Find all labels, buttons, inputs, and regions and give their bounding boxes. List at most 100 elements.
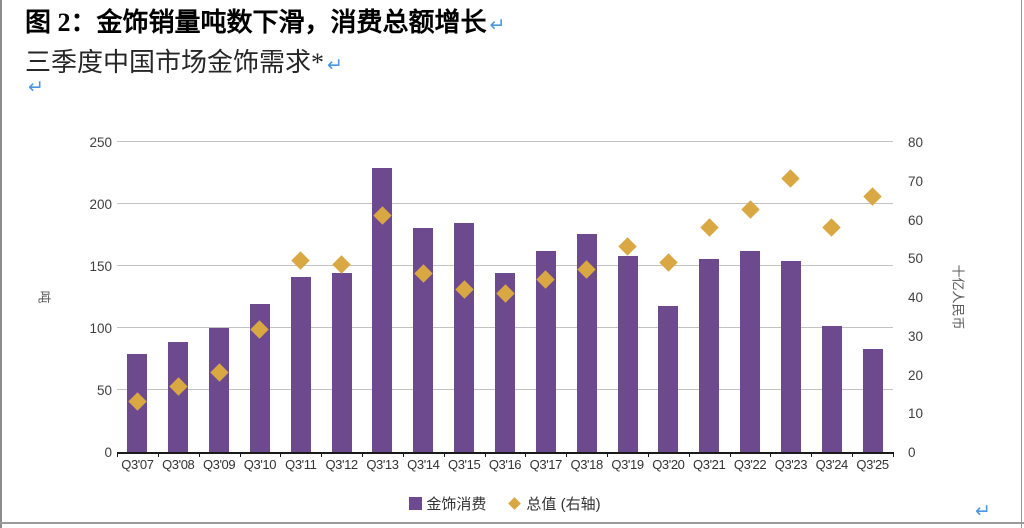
chart-subtitle: 三季度中国市场金饰需求* ↵ (25, 42, 343, 79)
x-axis-tick (117, 452, 118, 457)
x-category-label: Q3'20 (652, 457, 685, 472)
x-axis-tick (893, 452, 894, 457)
gridline (117, 141, 893, 142)
bar (495, 273, 515, 452)
chart-subtitle-text: 三季度中国市场金饰需求* (25, 48, 325, 77)
x-category-label: Q3'10 (243, 457, 277, 472)
left-tick-label: 50 (96, 383, 112, 398)
x-axis-tick (852, 452, 854, 457)
x-category-label: Q3'15 (448, 457, 481, 472)
x-category-label: Q3'18 (570, 457, 604, 472)
x-category-label: Q3'09 (202, 457, 236, 472)
x-axis-tick (402, 452, 404, 457)
x-axis-tick (198, 452, 200, 457)
x-axis-tick (607, 452, 609, 457)
paragraph-mark-icon: ↵ (489, 14, 506, 36)
x-category-label: Q3'23 (774, 457, 808, 472)
page-border-bottom (0, 522, 1024, 524)
x-axis-tick (525, 452, 527, 457)
bar (413, 227, 434, 452)
bar (454, 222, 475, 452)
x-axis-tick (362, 452, 364, 457)
right-tick-label: 40 (908, 290, 924, 305)
x-category-label: Q3'17 (529, 457, 563, 472)
x-category-label: Q3'11 (285, 457, 317, 472)
x-axis-tick (811, 452, 813, 457)
bar-series-swatch-icon (409, 497, 423, 510)
x-axis-tick (729, 452, 731, 457)
bar (821, 325, 842, 452)
bar (699, 258, 720, 452)
bar (168, 341, 189, 452)
x-category-label: Q3'08 (162, 457, 195, 472)
left-axis-tick-labels: 0 50 100 150 200 250 (78, 135, 112, 460)
legend-label-value: 总值 (右轴) (526, 496, 601, 513)
bar (290, 277, 311, 452)
x-axis-tick (647, 452, 649, 457)
diamond-series-swatch-icon (508, 497, 522, 510)
x-category-label: Q3'13 (366, 457, 399, 472)
x-axis-tick (770, 452, 772, 457)
diamond-marker (618, 237, 637, 256)
legend-item-jewellery: 金饰消费 (409, 493, 486, 514)
legend-label-jewellery: 金饰消费 (426, 496, 487, 513)
right-tick-label: 70 (908, 173, 924, 189)
right-tick-label: 0 (908, 445, 916, 460)
left-tick-label: 0 (104, 445, 112, 460)
page-border-left (0, 0, 2, 528)
diamond-marker (291, 250, 310, 270)
bar (617, 256, 638, 452)
x-axis-labels: Q3'07 Q3'08 Q3'09 Q3'10 Q3'11 Q3'12 Q3'13 Q3'14… (117, 457, 893, 475)
bar (249, 304, 270, 452)
diamond-marker (332, 254, 351, 274)
trailing-paragraph: ↵ (972, 500, 991, 522)
bar (658, 305, 679, 452)
x-axis-tick (566, 452, 568, 457)
left-tick-label: 150 (89, 259, 112, 274)
diamond-marker (822, 218, 841, 237)
x-axis-tick (321, 452, 323, 457)
right-tick-label: 10 (908, 406, 924, 422)
bar (862, 349, 883, 452)
x-axis-tick (443, 452, 445, 457)
figure-title: 图 2：金饰销量吨数下滑，消费总额增长 ↵ (25, 2, 505, 39)
left-tick-label: 200 (89, 197, 112, 212)
legend: 金饰消费 总值 (右轴) (117, 493, 893, 514)
page-border-right (1021, 0, 1022, 528)
x-category-label: Q3'12 (325, 457, 358, 472)
x-axis-tick (239, 452, 241, 457)
legend-item-value: 总值 (右轴) (508, 493, 601, 514)
x-category-label: Q3'21 (693, 457, 726, 472)
bar (740, 251, 761, 452)
empty-paragraph: ↵ (25, 76, 44, 98)
x-axis-tick (280, 452, 282, 457)
gridline (117, 203, 893, 204)
right-axis-title: 十亿人民币 (950, 264, 966, 330)
diamond-marker (659, 252, 678, 272)
x-category-label: Q3'24 (815, 457, 849, 472)
left-tick-label: 250 (89, 135, 112, 150)
diamond-marker (700, 218, 719, 237)
right-tick-label: 80 (908, 135, 924, 150)
bar (576, 233, 597, 452)
bar (331, 273, 352, 452)
x-category-label: Q3'14 (407, 457, 440, 472)
x-category-label: Q3'19 (611, 457, 644, 472)
figure-title-text: 图 2：金饰销量吨数下滑，消费总额增长 (25, 8, 487, 37)
left-axis-title: 吨 (36, 290, 52, 304)
x-category-label: Q3'22 (733, 457, 767, 472)
bar (209, 328, 230, 452)
bar (372, 168, 393, 452)
gridline (117, 265, 893, 266)
x-category-label: Q3'07 (121, 457, 154, 472)
left-tick-label: 100 (89, 321, 112, 336)
paragraph-mark-icon: ↵ (28, 76, 44, 98)
x-category-label: Q3'25 (856, 457, 889, 472)
right-tick-label: 30 (908, 328, 924, 344)
right-tick-label: 20 (908, 367, 924, 383)
right-tick-label: 50 (908, 251, 924, 267)
x-axis-tick (157, 452, 159, 457)
paragraph-mark-icon: ↵ (327, 54, 343, 76)
x-axis-tick (484, 452, 486, 457)
diamond-marker (781, 169, 801, 189)
